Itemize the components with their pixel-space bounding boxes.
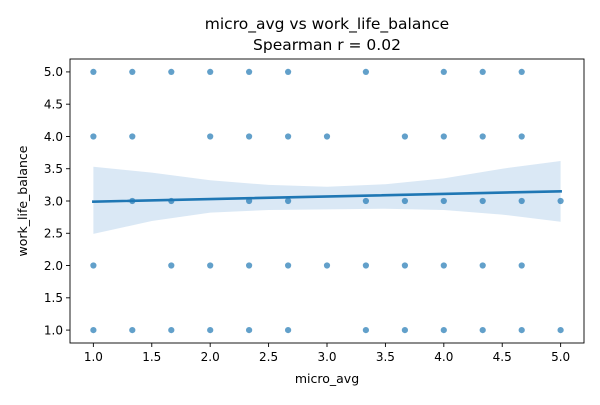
y-tick-label: 4.5 bbox=[44, 97, 63, 111]
chart-subtitle: Spearman r = 0.02 bbox=[253, 36, 401, 54]
data-point bbox=[479, 133, 486, 140]
data-point bbox=[207, 262, 214, 269]
data-point bbox=[440, 262, 447, 269]
y-tick-label: 1.5 bbox=[44, 291, 63, 305]
data-point bbox=[479, 327, 486, 334]
data-point bbox=[168, 68, 175, 75]
x-tick-label: 2.5 bbox=[259, 350, 278, 364]
data-point bbox=[246, 68, 253, 75]
data-point bbox=[207, 68, 214, 75]
data-point bbox=[246, 327, 253, 334]
data-point bbox=[440, 327, 447, 334]
data-point bbox=[168, 327, 175, 334]
data-point bbox=[518, 133, 525, 140]
y-axis-label: work_life_balance bbox=[15, 145, 30, 256]
data-point bbox=[90, 68, 97, 75]
data-point bbox=[362, 68, 369, 75]
data-point bbox=[129, 327, 136, 334]
x-tick-label: 2.0 bbox=[201, 350, 220, 364]
x-tick-label: 5.0 bbox=[551, 350, 570, 364]
data-point bbox=[401, 197, 408, 205]
data-point bbox=[401, 262, 408, 269]
data-point bbox=[440, 197, 447, 205]
data-point bbox=[479, 197, 486, 205]
data-point bbox=[90, 262, 97, 269]
y-tick-label: 3.5 bbox=[44, 162, 63, 176]
regression-line bbox=[92, 189, 562, 203]
data-point bbox=[323, 133, 331, 140]
data-point bbox=[285, 68, 292, 75]
data-point bbox=[129, 68, 136, 75]
data-point bbox=[207, 327, 214, 334]
data-point bbox=[285, 133, 292, 140]
data-point bbox=[323, 262, 331, 269]
data-point bbox=[285, 197, 292, 205]
x-tick-label: 1.5 bbox=[142, 350, 161, 364]
axes-layer: 1.0 1.5 2.0 2.5 3.0 3.5 4.0 4.5 5.0 1.0 1.5 2.0 2.5 3… bbox=[44, 58, 585, 364]
data-point bbox=[362, 327, 369, 334]
data-point bbox=[246, 262, 253, 269]
x-axis-label: micro_avg bbox=[295, 371, 359, 386]
data-point bbox=[557, 327, 564, 334]
data-point bbox=[518, 262, 525, 269]
data-point bbox=[90, 327, 97, 334]
data-point bbox=[362, 197, 369, 205]
y-tick-label: 2.0 bbox=[44, 259, 63, 273]
data-point bbox=[90, 133, 97, 140]
data-point bbox=[129, 133, 136, 140]
data-point bbox=[440, 133, 447, 140]
x-tick-label: 3.0 bbox=[317, 350, 336, 364]
data-point bbox=[440, 68, 447, 75]
data-point bbox=[518, 327, 525, 334]
y-tick-label: 1.0 bbox=[44, 323, 63, 337]
y-tick-label: 4.0 bbox=[44, 130, 63, 144]
y-tick-label: 3.0 bbox=[44, 194, 63, 208]
data-point bbox=[557, 197, 564, 205]
regression-line-layer bbox=[92, 189, 562, 203]
y-tick-label: 2.5 bbox=[44, 227, 63, 241]
data-point bbox=[479, 68, 486, 75]
data-point bbox=[285, 262, 292, 269]
data-point bbox=[207, 133, 214, 140]
x-tick-label: 3.5 bbox=[376, 350, 395, 364]
data-point bbox=[518, 197, 525, 205]
x-tick-label: 4.0 bbox=[434, 350, 453, 364]
data-point bbox=[246, 133, 253, 140]
x-tick-label: 1.0 bbox=[84, 350, 103, 364]
data-point bbox=[479, 262, 486, 269]
data-point bbox=[362, 262, 369, 269]
data-point bbox=[518, 68, 525, 75]
data-point bbox=[401, 327, 408, 334]
x-tick-label: 4.5 bbox=[493, 350, 512, 364]
data-point bbox=[168, 262, 175, 269]
chart-title: micro_avg vs work_life_balance bbox=[205, 15, 449, 34]
data-point bbox=[401, 133, 408, 140]
y-tick-label: 5.0 bbox=[44, 65, 63, 79]
data-point bbox=[285, 327, 292, 334]
